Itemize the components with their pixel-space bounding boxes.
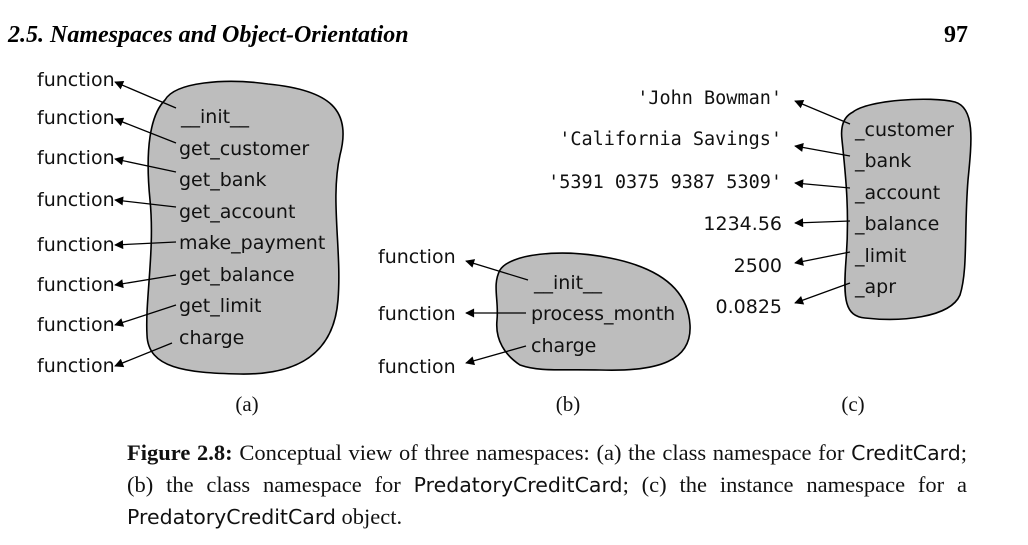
member-b-process-month: process_month xyxy=(531,303,675,325)
value-c-bank: 'California Savings' xyxy=(559,129,782,150)
target-b-1: function xyxy=(378,246,456,268)
caption-text-1: Conceptual view of three namespaces: (a)… xyxy=(232,440,852,465)
arrow-a-2 xyxy=(114,117,177,144)
target-a-3: function xyxy=(37,147,115,169)
arrow-b-3 xyxy=(465,345,527,366)
member-a-init: __init__ xyxy=(180,106,250,128)
arrow-a-8 xyxy=(114,342,173,368)
value-c-balance: 1234.56 xyxy=(703,213,782,235)
arrow-a-1 xyxy=(114,81,177,109)
arrow-a-7 xyxy=(114,304,177,327)
member-c-balance: _balance xyxy=(854,213,939,235)
target-a-1: function xyxy=(37,69,115,91)
value-c-apr: 0.0825 xyxy=(716,296,782,318)
member-a-get-customer: get_customer xyxy=(179,138,309,160)
namespace-figure: __init__ get_customer get_bank get_accou… xyxy=(37,69,972,416)
caption-class-predatory-1: PredatoryCreditCard xyxy=(413,473,623,497)
member-a-get-limit: get_limit xyxy=(179,295,262,317)
member-a-get-bank: get_bank xyxy=(179,169,266,191)
value-c-limit: 2500 xyxy=(734,255,782,277)
arrow-c-6 xyxy=(794,282,851,305)
panel-a-label: (a) xyxy=(235,392,258,416)
member-b-init: __init__ xyxy=(533,272,603,294)
target-a-2: function xyxy=(37,107,115,129)
arrow-c-2 xyxy=(794,143,851,157)
member-c-customer: _customer xyxy=(854,119,954,141)
target-b-3: function xyxy=(378,356,456,378)
caption-text-3: ; (c) the instance namespace for a xyxy=(622,472,968,497)
namespace-blob-c xyxy=(840,98,972,321)
arrow-b-1 xyxy=(465,259,529,281)
arrow-c-3 xyxy=(794,179,851,189)
target-a-6: function xyxy=(37,274,115,296)
page-number: 97 xyxy=(944,22,968,48)
target-a-7: function xyxy=(37,314,115,336)
section-title: 2.5. Namespaces and Object-Orientation xyxy=(8,22,409,48)
member-a-charge: charge xyxy=(179,327,244,349)
caption-text-2: ; (b) the class namespace for xyxy=(127,440,967,497)
target-a-8: function xyxy=(37,355,115,377)
caption-label: Figure 2.8: xyxy=(127,440,233,465)
member-a-make-payment: make_payment xyxy=(179,232,325,254)
arrow-c-4 xyxy=(794,218,851,228)
arrow-c-5 xyxy=(794,251,851,266)
arrow-c-1 xyxy=(794,99,851,125)
panel-c-label: (c) xyxy=(841,392,864,416)
member-c-limit: _limit xyxy=(854,245,906,267)
member-c-apr: _apr xyxy=(854,276,896,298)
value-c-customer: 'John Bowman' xyxy=(637,88,782,109)
panel-b-label: (b) xyxy=(556,392,581,416)
arrow-a-5 xyxy=(114,240,177,250)
namespace-blob-a xyxy=(145,80,344,375)
arrow-a-4 xyxy=(114,196,177,208)
member-c-account: _account xyxy=(854,182,940,204)
member-b-charge: charge xyxy=(531,335,596,357)
namespace-blob-b xyxy=(495,252,691,372)
arrow-a-6 xyxy=(114,274,177,289)
target-b-2: function xyxy=(378,303,456,325)
caption-class-predatory-2: PredatoryCreditCard xyxy=(127,505,336,529)
panel-a: __init__ get_customer get_bank get_accou… xyxy=(37,69,344,416)
target-a-4: function xyxy=(37,189,115,211)
member-c-bank: _bank xyxy=(854,150,911,172)
value-c-account: '5391 0375 9387 5309' xyxy=(548,172,782,193)
target-a-5: function xyxy=(37,234,115,256)
figure-caption: Figure 2.8: Conceptual view of three nam… xyxy=(127,437,967,533)
panel-c: _customer _bank _account _balance _limit… xyxy=(548,88,972,416)
caption-class-creditcard: CreditCard xyxy=(851,441,961,465)
member-a-get-account: get_account xyxy=(179,201,295,223)
member-a-get-balance: get_balance xyxy=(179,264,295,286)
panel-b: __init__ process_month charge function f… xyxy=(378,246,691,416)
arrow-a-3 xyxy=(114,156,177,173)
caption-text-4: object. xyxy=(335,504,403,529)
